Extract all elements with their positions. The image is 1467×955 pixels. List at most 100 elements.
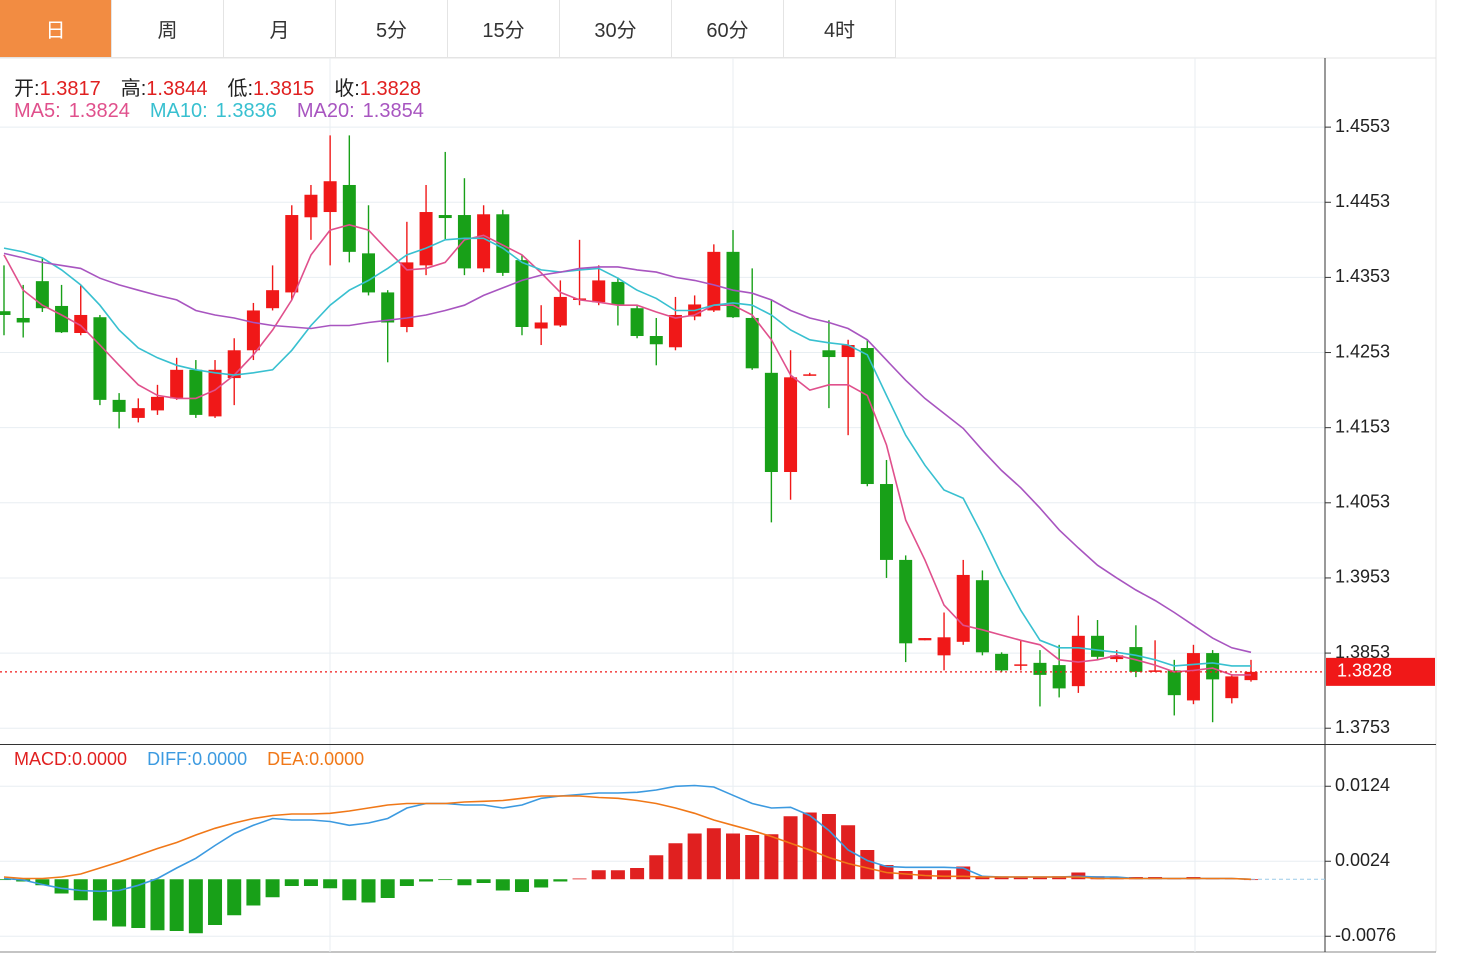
macd-bar xyxy=(726,833,741,880)
macd-bar xyxy=(553,879,568,882)
candle-body xyxy=(457,215,471,269)
candle-body xyxy=(726,251,740,318)
candle-body xyxy=(1091,635,1105,657)
candle-body xyxy=(784,377,798,473)
y-tick-label: -0.0076 xyxy=(1335,925,1396,945)
readout-value: 0.0000 xyxy=(192,749,248,769)
readout-value: 1.3844 xyxy=(146,78,208,100)
readout-label: DIFF: xyxy=(147,749,193,769)
candle-body xyxy=(208,369,222,417)
candle-body xyxy=(995,653,1009,671)
period-tab[interactable]: 60分 xyxy=(672,0,784,58)
period-tab[interactable]: 周 xyxy=(112,0,224,58)
y-tick-label: 1.3753 xyxy=(1335,717,1390,737)
readout-label: 高: xyxy=(120,78,147,100)
candle-body xyxy=(1110,655,1124,660)
candle-body xyxy=(1225,676,1239,699)
candle-body xyxy=(937,637,951,656)
macd-bar xyxy=(150,879,165,931)
candle-body xyxy=(419,212,433,266)
candle-body xyxy=(1167,670,1181,696)
period-tabs: 日周月 5分 15分 30分 60分 4时 xyxy=(0,0,896,58)
macd-bar xyxy=(821,814,836,880)
macd-bar xyxy=(419,879,434,882)
macd-bar xyxy=(630,868,645,880)
candle-body xyxy=(1244,671,1258,681)
period-tab[interactable]: 15分 xyxy=(448,0,560,58)
macd-bar xyxy=(994,877,1009,880)
candle-body xyxy=(1014,664,1028,666)
candle-body xyxy=(1206,653,1220,680)
period-tab[interactable]: 30分 xyxy=(560,0,672,58)
legend-value: 1.3836 xyxy=(215,100,277,122)
candle-body xyxy=(93,317,107,400)
candle-body xyxy=(55,305,69,333)
candle-body xyxy=(611,281,625,305)
legend-label: MA10: xyxy=(149,100,208,122)
candle-body xyxy=(285,215,299,293)
macd-bar xyxy=(649,855,664,880)
macd-bar xyxy=(514,879,529,892)
candle-body xyxy=(745,317,759,369)
candle-body xyxy=(246,310,260,351)
candle-body xyxy=(803,374,817,376)
macd-bar xyxy=(802,812,817,880)
readout-item: 收:1.3828 xyxy=(334,72,421,101)
candle-body xyxy=(323,181,337,213)
macd-bar xyxy=(476,879,491,883)
readout-label: 开: xyxy=(14,78,40,100)
candle-body xyxy=(131,408,145,418)
macd-bar xyxy=(54,879,69,894)
legend-item: MA20: 1.3854 xyxy=(297,100,424,123)
candle-body xyxy=(381,292,395,323)
candle-body xyxy=(879,484,893,560)
macd-bar xyxy=(1013,877,1028,880)
period-tab[interactable]: 日 xyxy=(0,0,112,58)
macd-bar xyxy=(380,879,395,898)
period-tab[interactable]: 4时 xyxy=(784,0,896,58)
macd-bar xyxy=(361,879,376,903)
candle-body xyxy=(1052,665,1066,689)
candle-body xyxy=(918,638,932,641)
y-tick-label: 0.0124 xyxy=(1335,775,1390,795)
ohlc-readout: 开:1.3817 高:1.3844 低:1.3815 收:1.3828 xyxy=(14,72,421,101)
readout-item: 开:1.3817 xyxy=(14,72,101,101)
macd-bar xyxy=(35,879,50,886)
readout-item: DIFF:0.0000 xyxy=(147,749,247,770)
candle-body xyxy=(16,317,30,323)
y-tick-label: 1.4153 xyxy=(1335,416,1390,436)
candle-body xyxy=(975,580,989,653)
y-tick-label: 1.4253 xyxy=(1335,341,1390,361)
candle-body xyxy=(956,574,970,642)
candle-body xyxy=(553,296,567,326)
candle-body xyxy=(1186,653,1200,701)
macd-bar xyxy=(841,825,856,880)
macd-bar xyxy=(265,879,280,898)
macd-bar xyxy=(246,879,261,906)
legend-value: 1.3854 xyxy=(362,100,424,122)
macd-bar xyxy=(745,835,760,880)
y-tick-label: 0.0024 xyxy=(1335,850,1390,870)
period-tab[interactable]: 月 xyxy=(224,0,336,58)
candle-body xyxy=(0,311,11,315)
ma-line xyxy=(3,237,1251,667)
macd-bar xyxy=(937,870,952,880)
readout-item: 低:1.3815 xyxy=(227,72,314,101)
macd-bar xyxy=(457,879,472,886)
candle-body xyxy=(707,251,721,311)
period-tab[interactable]: 5分 xyxy=(336,0,448,58)
macd-bar xyxy=(591,870,606,880)
y-tick-label: 1.4553 xyxy=(1335,116,1390,136)
candle-body xyxy=(841,345,855,358)
legend-item: MA10: 1.3836 xyxy=(150,100,277,123)
macd-bar xyxy=(303,879,318,886)
candle-body xyxy=(592,280,606,303)
ma-readout: MA5: 1.3824 MA10: 1.3836 MA20: 1.3854 xyxy=(14,100,424,123)
candle-body xyxy=(170,369,184,399)
macd-bar xyxy=(687,833,702,880)
legend-item: MA5: 1.3824 xyxy=(14,100,130,123)
candle-body xyxy=(899,559,913,644)
readout-label: MACD: xyxy=(14,749,72,769)
macd-bar xyxy=(898,871,913,880)
y-tick-label: 1.3953 xyxy=(1335,567,1390,587)
